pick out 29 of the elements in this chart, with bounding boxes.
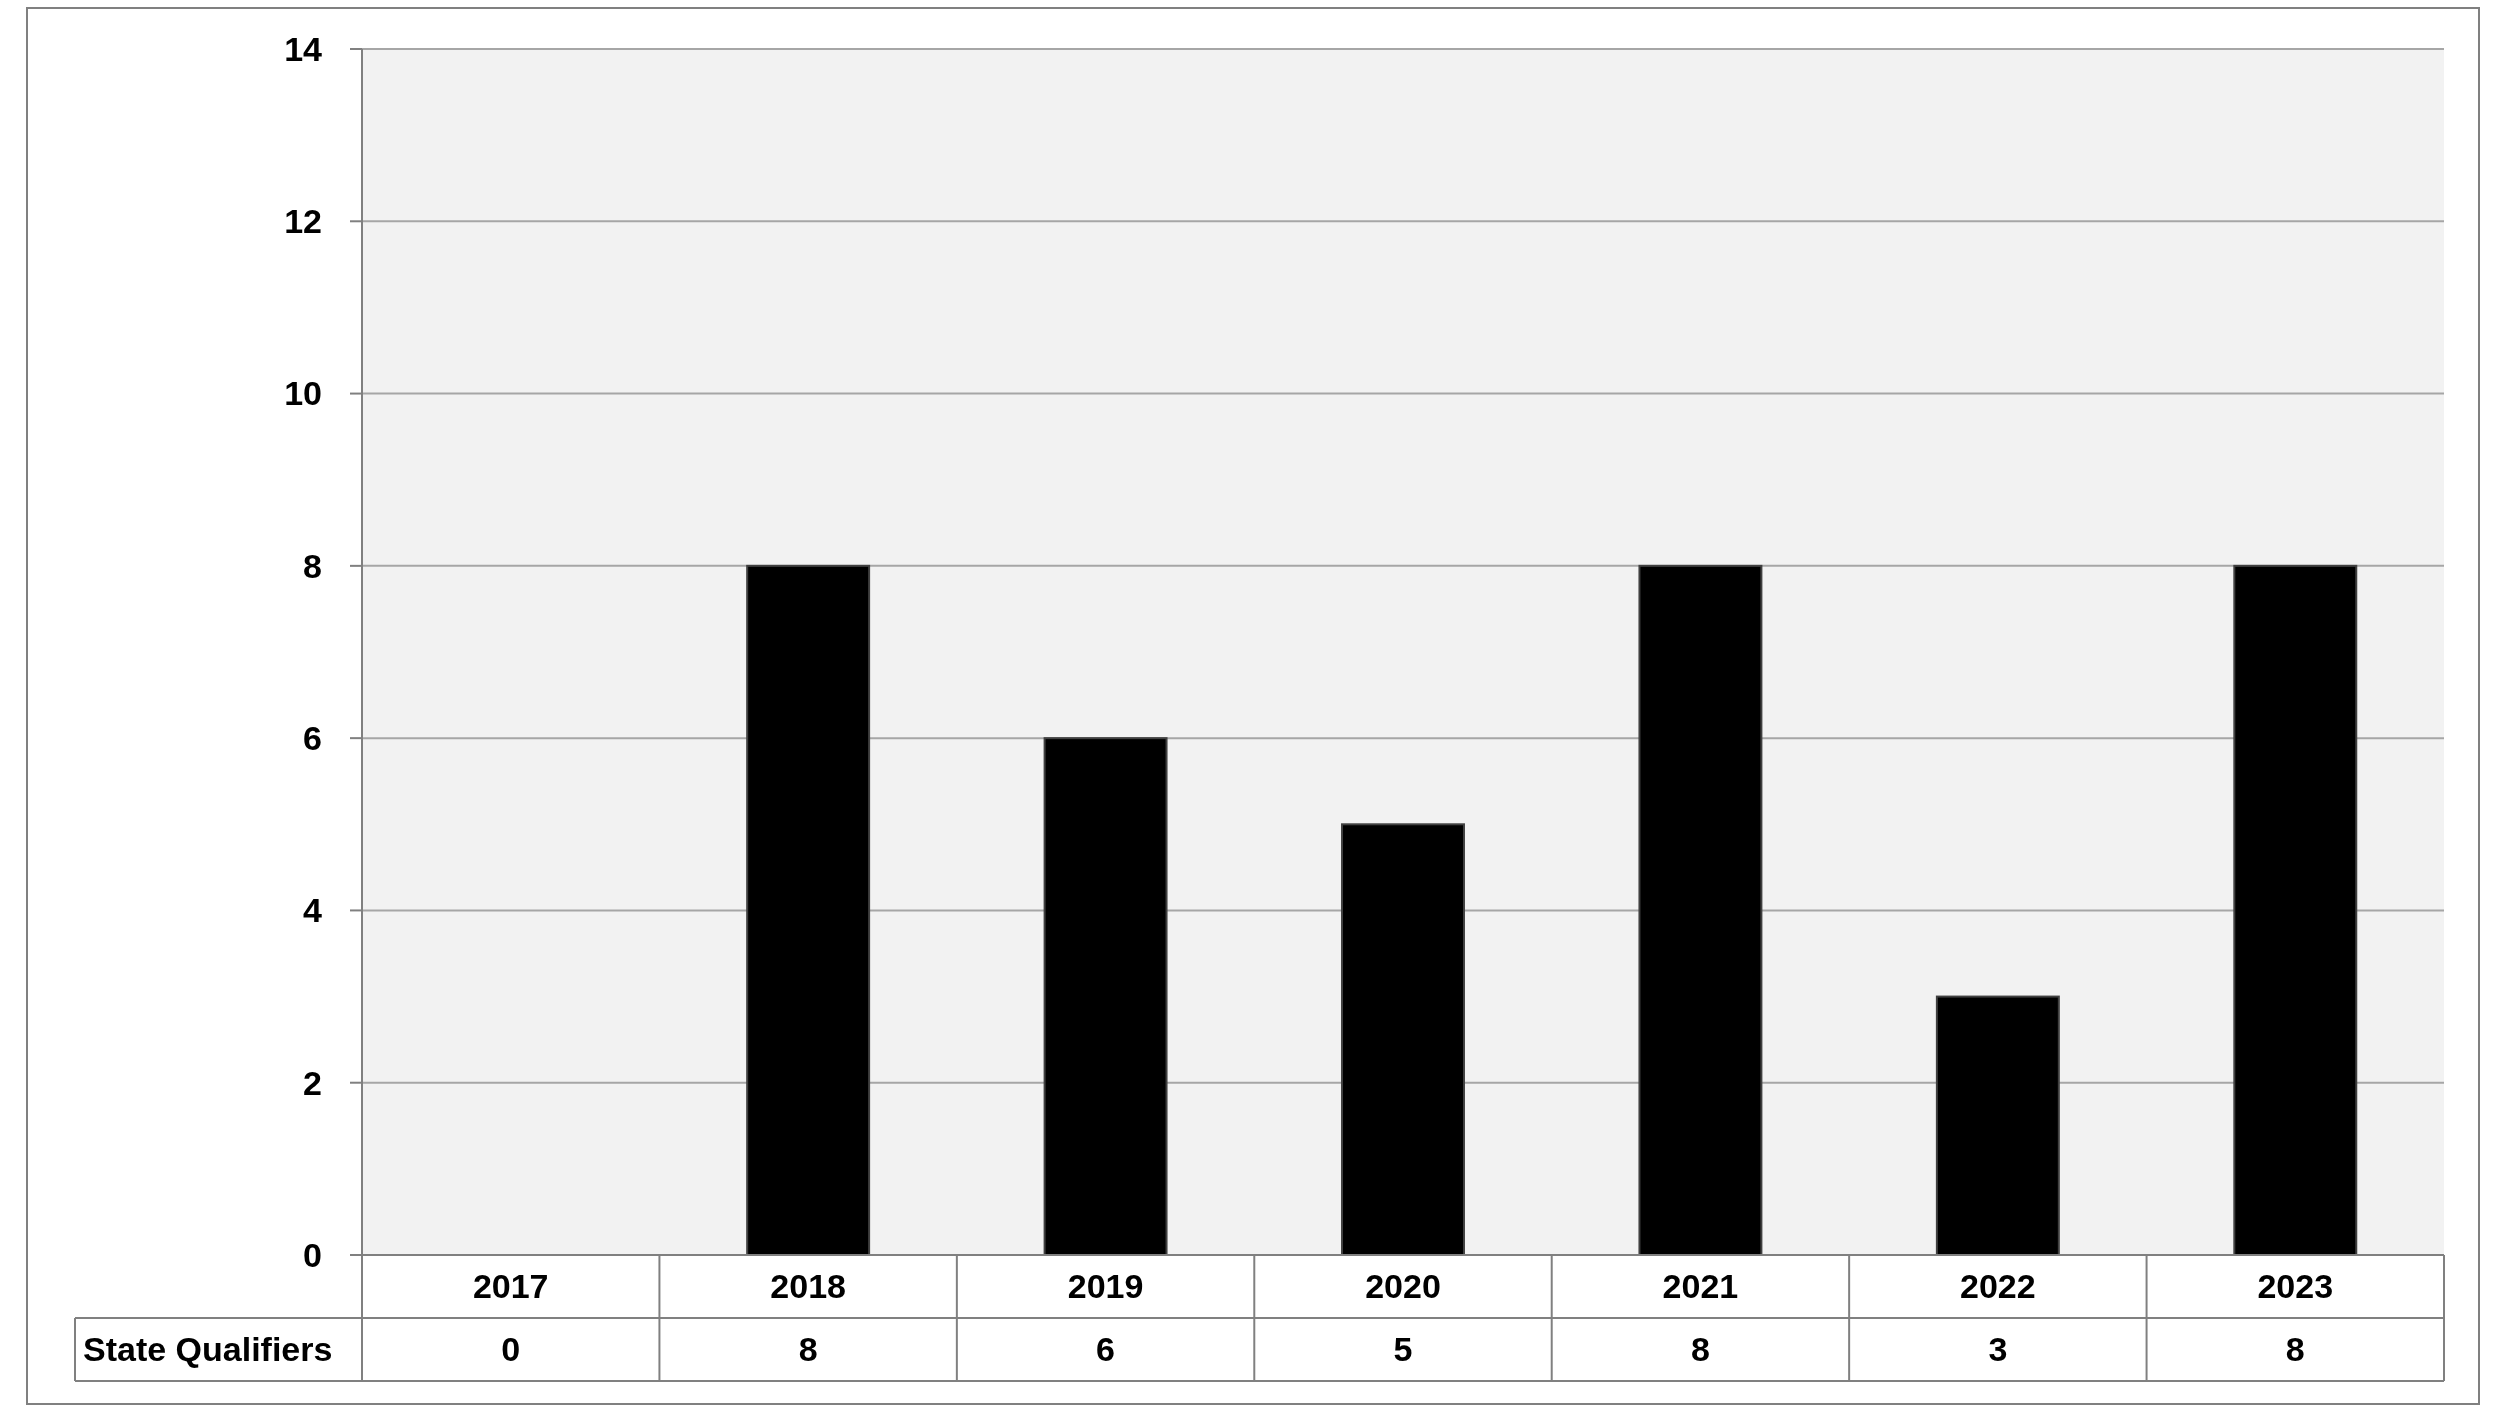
x-tick-label: 2022 (1960, 1267, 2036, 1306)
data-label: 3 (1988, 1330, 2008, 1369)
y-tick-label: 4 (303, 891, 323, 930)
y-tick-label: 12 (284, 202, 322, 241)
data-label: 5 (1393, 1330, 1413, 1369)
data-label: 8 (1690, 1330, 1710, 1369)
bar (1638, 564, 1763, 1256)
data-label: 6 (1096, 1330, 1116, 1369)
bar (746, 564, 871, 1256)
text: State Qualifiers (83, 1330, 333, 1369)
x-tick-label: 2019 (1067, 1267, 1144, 1306)
bar (1935, 995, 2060, 1256)
y-tick-label: 0 (303, 1235, 322, 1274)
data-label: 8 (2285, 1330, 2305, 1369)
data-label: 0 (501, 1330, 521, 1369)
y-tick-label: 6 (303, 719, 322, 758)
x-tick-label: 2017 (472, 1267, 549, 1306)
y-tick-label: 8 (303, 546, 322, 585)
x-tick-label: 2021 (1662, 1267, 1739, 1306)
data-label: 8 (798, 1330, 818, 1369)
y-tick-label: 2 (303, 1063, 322, 1102)
bar (2233, 564, 2358, 1256)
x-tick-label: 2020 (1365, 1267, 1441, 1306)
y-tick-label: 10 (284, 374, 322, 413)
y-tick-label: 14 (284, 29, 323, 68)
bar (1341, 823, 1465, 1256)
x-tick-label: 2023 (2257, 1267, 2334, 1306)
bar (1043, 737, 1168, 1256)
x-tick-label: 2018 (770, 1267, 846, 1306)
